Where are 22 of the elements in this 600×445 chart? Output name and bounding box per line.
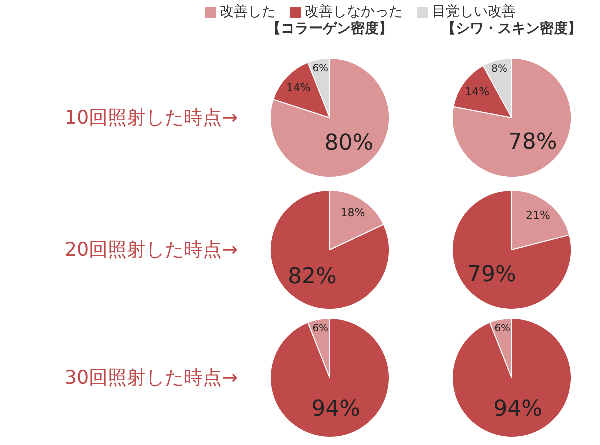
legend-label: 目覚しい改善 xyxy=(432,3,516,21)
text: 20回照射した時点→ xyxy=(64,238,238,263)
data-label: 6% xyxy=(312,64,329,74)
legend-label: 改善しなかった xyxy=(305,3,403,20)
data-label: 6% xyxy=(494,324,511,334)
data-label: 79% xyxy=(467,262,516,288)
data-label: 18% xyxy=(340,206,366,220)
chart-title: 【シワ・スキン密度】 xyxy=(441,20,583,38)
data-label: 82% xyxy=(288,264,337,290)
text: 30回照射した時点→ xyxy=(64,366,238,391)
data-label: 14% xyxy=(286,82,311,95)
text: 10回照射した時点→ xyxy=(64,106,238,131)
data-label: 6% xyxy=(312,324,329,334)
data-label: 14% xyxy=(465,86,490,99)
data-label: 78% xyxy=(508,130,558,155)
text: 【コラーゲン密度】 xyxy=(266,20,394,38)
data-label: 8% xyxy=(492,64,508,76)
data-label: 21% xyxy=(526,209,550,222)
legend-label: 改善した xyxy=(220,3,276,21)
data-label: 80% xyxy=(324,131,374,156)
data-label: 94% xyxy=(494,396,543,422)
data-label: 94% xyxy=(312,396,361,422)
